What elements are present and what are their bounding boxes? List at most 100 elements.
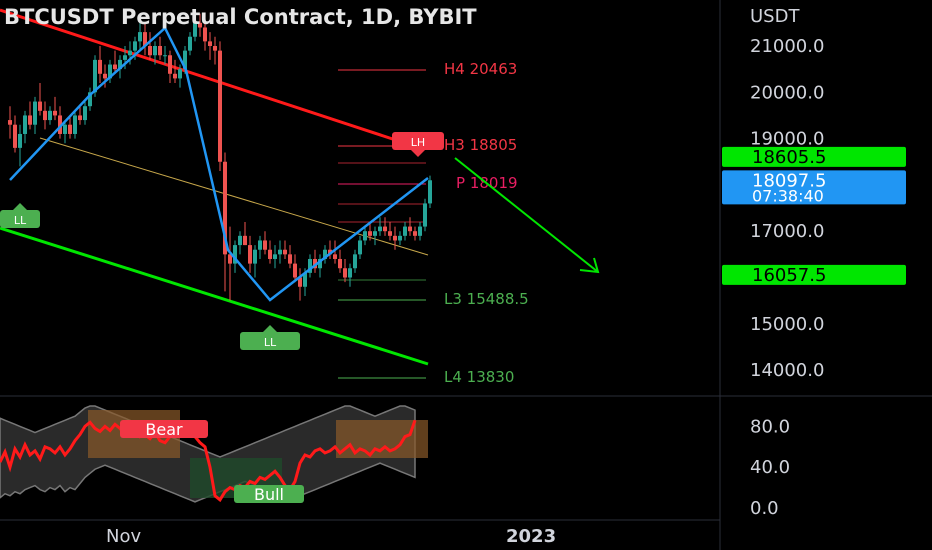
candle[interactable] <box>228 226 232 301</box>
candle[interactable] <box>23 110 27 144</box>
candle[interactable] <box>178 64 182 88</box>
candle[interactable] <box>13 115 17 153</box>
candle[interactable] <box>88 87 92 111</box>
candle[interactable] <box>273 245 277 269</box>
projection-arrow-line[interactable] <box>454 157 599 273</box>
price-axis[interactable]: USDT 21000.0 20000.0 19000.0 17000.0 15000.0 1… <box>722 6 906 519</box>
candle[interactable] <box>153 41 157 65</box>
candle[interactable] <box>298 268 302 301</box>
candle[interactable] <box>423 198 427 232</box>
candle[interactable] <box>308 254 312 278</box>
chart-title: BTCUSDT Perpetual Contract, 1D, BYBIT <box>4 5 477 29</box>
candle[interactable] <box>238 231 242 255</box>
candle[interactable] <box>278 240 282 264</box>
price-badge-label: 18605.5 <box>752 147 826 168</box>
candle[interactable] <box>78 106 82 125</box>
candle[interactable] <box>428 175 432 209</box>
oscillator-line[interactable] <box>0 419 417 503</box>
candle[interactable] <box>193 18 197 42</box>
oscillator-signal-box[interactable] <box>120 420 208 438</box>
price-axis-currency: USDT <box>750 6 800 27</box>
candle[interactable] <box>318 254 322 278</box>
candle[interactable] <box>218 41 222 172</box>
candle[interactable] <box>58 106 62 139</box>
candle[interactable] <box>328 240 332 259</box>
candle[interactable] <box>383 217 387 236</box>
price-badge-target-high[interactable] <box>722 146 906 167</box>
candle[interactable] <box>403 221 407 241</box>
candle[interactable] <box>388 221 392 241</box>
candle[interactable] <box>73 110 77 139</box>
pivot-marker-lh[interactable]: LH <box>392 132 444 157</box>
candle[interactable] <box>8 106 12 139</box>
candle[interactable] <box>188 32 192 56</box>
candle[interactable] <box>358 235 362 259</box>
candle[interactable] <box>348 263 352 287</box>
candle-layer[interactable] <box>8 13 432 301</box>
candle[interactable] <box>368 221 372 241</box>
pivot-marker-ll[interactable]: LL <box>0 203 40 228</box>
candle[interactable] <box>418 221 422 241</box>
candle[interactable] <box>363 226 367 246</box>
candle[interactable] <box>253 245 257 278</box>
candle[interactable] <box>208 32 212 60</box>
candle[interactable] <box>413 226 417 241</box>
price-badge-target-low[interactable] <box>722 264 906 285</box>
candle[interactable] <box>113 50 117 74</box>
time-axis[interactable]: Nov 2023 <box>106 526 556 547</box>
channel-upper-line[interactable] <box>0 8 421 150</box>
pivot-marker-ll[interactable]: LL <box>240 325 300 350</box>
candle[interactable] <box>353 249 357 273</box>
channel-lower-line[interactable] <box>0 226 429 366</box>
candle[interactable] <box>33 96 37 134</box>
candle[interactable] <box>378 217 382 236</box>
candle[interactable] <box>83 101 87 125</box>
candle[interactable] <box>313 249 317 273</box>
candle[interactable] <box>28 101 32 130</box>
candle[interactable] <box>163 46 167 65</box>
candle[interactable] <box>138 22 142 51</box>
candle[interactable] <box>288 245 292 269</box>
candle[interactable] <box>283 240 287 259</box>
oscillator-pane[interactable]: Bear Bull <box>0 405 428 504</box>
candle[interactable] <box>173 59 177 84</box>
candle[interactable] <box>338 249 342 273</box>
candle[interactable] <box>258 235 262 259</box>
candle[interactable] <box>293 254 297 283</box>
candle[interactable] <box>158 36 162 60</box>
candle[interactable] <box>168 50 172 84</box>
candle[interactable] <box>243 221 247 246</box>
price-badge-last-price[interactable] <box>722 170 906 205</box>
candle[interactable] <box>38 83 42 116</box>
candle[interactable] <box>198 13 202 37</box>
candle[interactable] <box>203 18 207 51</box>
candle[interactable] <box>408 217 412 236</box>
candle[interactable] <box>148 32 152 60</box>
candle[interactable] <box>53 96 57 121</box>
candle[interactable] <box>223 152 227 292</box>
candle[interactable] <box>333 240 337 264</box>
candle[interactable] <box>398 231 402 246</box>
candle[interactable] <box>213 36 217 65</box>
candle[interactable] <box>248 235 252 273</box>
candle[interactable] <box>63 120 67 144</box>
candle[interactable] <box>373 226 377 246</box>
candle[interactable] <box>68 115 72 139</box>
candle[interactable] <box>268 240 272 264</box>
candle[interactable] <box>103 64 107 88</box>
candle[interactable] <box>393 226 397 250</box>
candle[interactable] <box>323 245 327 264</box>
candle[interactable] <box>98 46 102 84</box>
candle-body <box>48 110 52 121</box>
oscillator-signal-box[interactable] <box>234 485 304 503</box>
candle[interactable] <box>263 231 267 255</box>
candle[interactable] <box>343 258 347 283</box>
candle[interactable] <box>143 22 147 56</box>
candle-body <box>78 115 82 121</box>
zigzag-line[interactable] <box>9 25 429 302</box>
candle[interactable] <box>18 124 22 167</box>
candle[interactable] <box>43 101 47 130</box>
candle[interactable] <box>48 106 52 125</box>
candle[interactable] <box>108 59 112 84</box>
